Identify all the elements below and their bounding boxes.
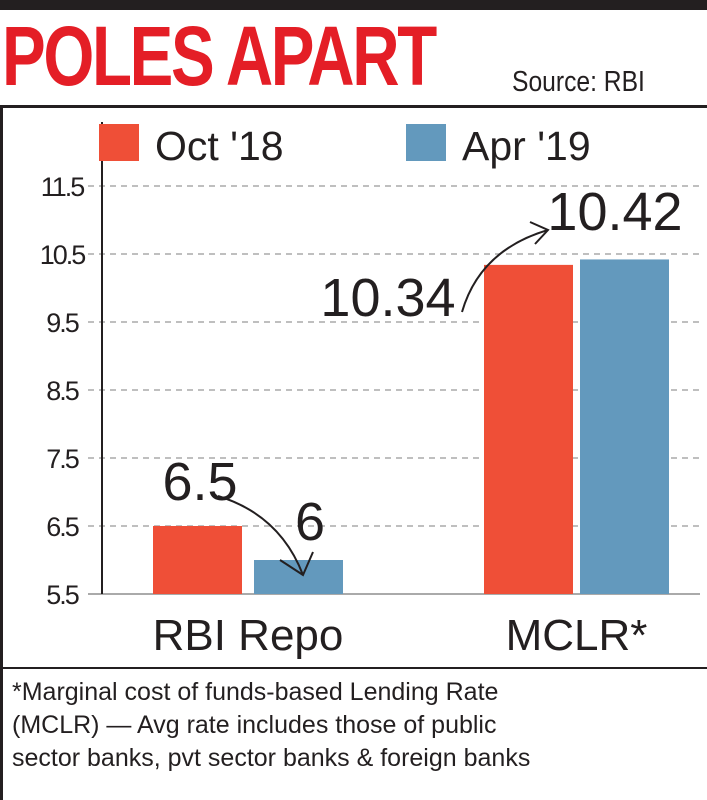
arrow-head — [529, 221, 550, 245]
category-label: RBI Repo — [153, 611, 344, 660]
y-tick-label: 9.5 — [46, 308, 79, 338]
chart-frame — [0, 105, 707, 800]
legend-swatch — [99, 124, 139, 161]
footnote: *Marginal cost of funds-based Lending Ra… — [12, 676, 530, 775]
data-label: 10.42 — [547, 182, 682, 242]
data-label: 6 — [295, 492, 325, 552]
y-tick-label: 7.5 — [46, 444, 79, 474]
y-tick-label: 5.5 — [46, 580, 79, 610]
legend-swatch — [406, 124, 446, 161]
bar — [484, 264, 573, 594]
footnote-line: (MCLR) — Avg rate includes those of publ… — [12, 711, 497, 739]
legend-label: Oct '18 — [155, 123, 284, 169]
category-label: MCLR* — [506, 611, 648, 660]
footnote-line: sector banks, pvt sector banks & foreign… — [12, 744, 531, 772]
y-tick-label: 11.5 — [41, 172, 85, 202]
bar — [580, 259, 669, 594]
top-bar — [0, 0, 707, 10]
legend-label: Apr '19 — [462, 123, 591, 169]
chart-title: POLES APART — [2, 9, 437, 103]
y-tick-label: 10.5 — [40, 240, 86, 270]
y-tick-label: 6.5 — [46, 512, 79, 542]
bar — [153, 526, 242, 594]
footnote-divider — [0, 667, 707, 669]
arrow-head — [279, 551, 314, 577]
source-label: Source: RBI — [512, 66, 645, 98]
data-label: 6.5 — [162, 452, 237, 512]
data-label: 10.34 — [320, 268, 455, 328]
arrow — [217, 495, 304, 576]
arrow — [461, 229, 549, 313]
y-tick-label: 8.5 — [46, 376, 79, 406]
footnote-line: *Marginal cost of funds-based Lending Ra… — [12, 678, 499, 706]
